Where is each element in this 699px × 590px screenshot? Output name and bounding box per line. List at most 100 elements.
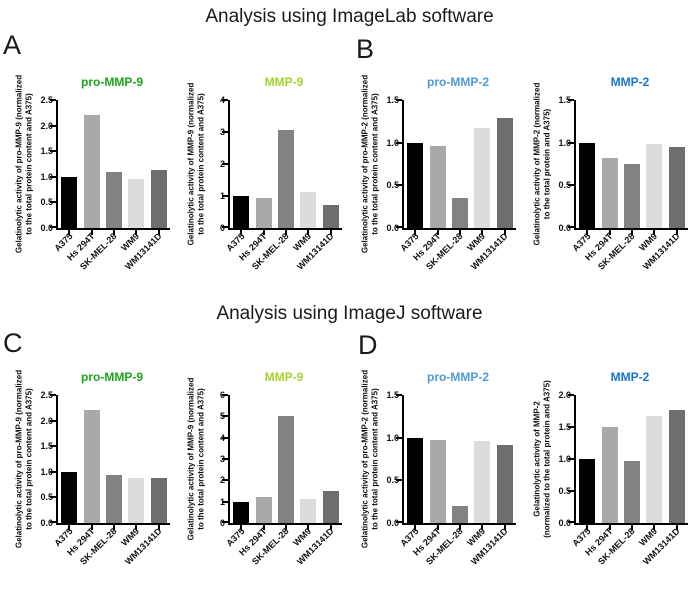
x-tick-mark bbox=[503, 230, 506, 235]
plot-area bbox=[396, 99, 516, 235]
y-tick-mark bbox=[222, 99, 228, 101]
bar-sk-mel-28 bbox=[278, 416, 294, 523]
y-tick-label: 0.0 bbox=[558, 223, 571, 233]
y-tick-label: 2.0 bbox=[558, 390, 571, 400]
bar-wm13141d bbox=[322, 491, 339, 523]
x-tick-mark bbox=[240, 230, 243, 235]
y-tick-mark bbox=[396, 479, 402, 482]
y-tick-label: 1.5 bbox=[558, 422, 571, 432]
y-tick-mark bbox=[568, 226, 574, 228]
x-tick-mark bbox=[157, 230, 160, 235]
chart-imagej-mmp9: MMP-9 Gelatinolytic activity of MMP-9 (n… bbox=[186, 370, 342, 581]
x-tick-mark bbox=[414, 230, 417, 235]
y-tick-mark bbox=[396, 394, 402, 396]
x-tick-mark bbox=[68, 525, 71, 530]
chart-title: MMP-2 bbox=[610, 370, 650, 384]
y-tick-label: 0.0 bbox=[386, 518, 399, 528]
bar-wm9 bbox=[474, 441, 491, 523]
y-tick-mark bbox=[222, 131, 228, 133]
x-tick-mark bbox=[503, 525, 506, 530]
y-tick-mark bbox=[396, 99, 402, 101]
x-tick-mark bbox=[414, 525, 417, 530]
y-tick-label: 2.0 bbox=[40, 120, 53, 131]
chart-title: pro-MMP-9 bbox=[81, 75, 143, 89]
y-tick-mark bbox=[396, 226, 402, 228]
x-tick-mark bbox=[608, 230, 611, 235]
section-title-imagej: Analysis using ImageJ software bbox=[216, 303, 483, 324]
bar-wm13141d bbox=[496, 117, 513, 228]
bar-hs-294t bbox=[429, 440, 446, 523]
bar-hs-294t bbox=[83, 115, 100, 228]
chart-title: MMP-2 bbox=[610, 75, 650, 89]
y-tick-mark bbox=[50, 201, 56, 204]
x-tick-mark bbox=[113, 230, 115, 235]
y-tick-mark bbox=[568, 521, 574, 523]
y-axis-label: Gelatinolytic activity of MMP-9 (normali… bbox=[186, 82, 206, 246]
x-axis-labels: A375 Hs 294T SK-MEL-28 WM9 WM13141D bbox=[398, 523, 514, 581]
bar-wm9 bbox=[646, 144, 663, 228]
y-axis-label: Gelatinolytic activity of pro-MMP-2 (nor… bbox=[360, 369, 380, 549]
chart-imagej-mmp2: MMP-2 Gelatinolytic activity of MMP-2 (n… bbox=[532, 370, 688, 581]
y-axis-ticks: 0.0 0.5 1.0 1.5 2.0 2.5 bbox=[36, 390, 56, 528]
x-tick-mark bbox=[631, 525, 633, 530]
y-tick-mark bbox=[222, 479, 228, 482]
y-tick-label: 1.5 bbox=[558, 95, 571, 105]
y-tick-mark bbox=[50, 496, 56, 499]
x-tick-mark bbox=[90, 525, 93, 530]
y-tick-label: 1.0 bbox=[386, 137, 399, 148]
bar-hs-294t bbox=[429, 146, 446, 228]
y-tick-label: 1.0 bbox=[558, 454, 571, 464]
x-tick-mark bbox=[329, 525, 332, 530]
y-tick-label: 0.5 bbox=[40, 492, 53, 503]
plot-area bbox=[396, 394, 516, 530]
y-tick-mark bbox=[50, 521, 56, 523]
x-axis-labels: A375 Hs 294T SK-MEL-28 WM9 WM13141D bbox=[52, 523, 168, 581]
y-tick-label: 1.0 bbox=[386, 432, 399, 443]
x-tick-mark bbox=[157, 525, 160, 530]
x-axis-labels: A375 Hs 294T SK-MEL-28 WM9 WM13141D bbox=[570, 523, 686, 581]
x-tick-mark bbox=[262, 525, 265, 530]
plot-area bbox=[222, 394, 342, 530]
x-tick-mark bbox=[135, 525, 138, 530]
y-tick-mark bbox=[568, 141, 574, 144]
y-axis-ticks: 0.0 0.5 1.0 1.5 2.0 2.5 bbox=[36, 95, 56, 233]
y-tick-mark bbox=[396, 521, 402, 523]
bar-a375 bbox=[61, 471, 78, 523]
y-axis-ticks: 0.0 0.5 1.0 1.5 bbox=[554, 95, 574, 233]
x-tick-mark bbox=[240, 525, 243, 530]
x-tick-mark bbox=[586, 230, 589, 235]
x-tick-mark bbox=[436, 230, 439, 235]
y-tick-mark bbox=[50, 175, 56, 178]
y-tick-label: 1.0 bbox=[40, 466, 53, 477]
x-tick-mark bbox=[262, 230, 265, 235]
y-tick-label: 0 bbox=[219, 518, 225, 528]
bar-hs-294t bbox=[255, 497, 272, 523]
bar-sk-mel-28 bbox=[106, 475, 122, 523]
y-axis-label: Gelatinolytic activity of MMP-2 (normali… bbox=[532, 82, 552, 246]
y-tick-label: 1.0 bbox=[558, 137, 571, 148]
bar-wm9 bbox=[646, 416, 663, 523]
bar-sk-mel-28 bbox=[452, 505, 468, 523]
y-tick-label: 2.5 bbox=[40, 95, 53, 105]
plot-area bbox=[222, 99, 342, 235]
bar-sk-mel-28 bbox=[624, 164, 640, 228]
bar-wm9 bbox=[128, 477, 145, 523]
y-axis-label: Gelatinolytic activity of MMP-9 (normali… bbox=[186, 377, 206, 541]
bar-wm13141d bbox=[150, 170, 167, 228]
x-tick-mark bbox=[285, 525, 287, 530]
y-tick-mark bbox=[50, 150, 56, 153]
y-tick-mark bbox=[396, 141, 402, 144]
y-tick-mark bbox=[222, 226, 228, 228]
x-tick-mark bbox=[481, 525, 484, 530]
y-tick-mark bbox=[568, 394, 574, 396]
x-tick-mark bbox=[113, 525, 115, 530]
y-axis-label: Gelatinolytic activity of MMP-2 (normali… bbox=[532, 380, 552, 538]
bar-wm9 bbox=[474, 128, 491, 228]
bar-a375 bbox=[233, 501, 250, 523]
chart-imagelab-pro-mmp2: pro-MMP-2 Gelatinolytic activity of pro-… bbox=[360, 75, 516, 286]
x-tick-mark bbox=[608, 525, 611, 530]
y-tick-label: 0.5 bbox=[386, 475, 399, 486]
bar-sk-mel-28 bbox=[106, 171, 122, 228]
y-tick-label: 1.5 bbox=[386, 95, 399, 105]
